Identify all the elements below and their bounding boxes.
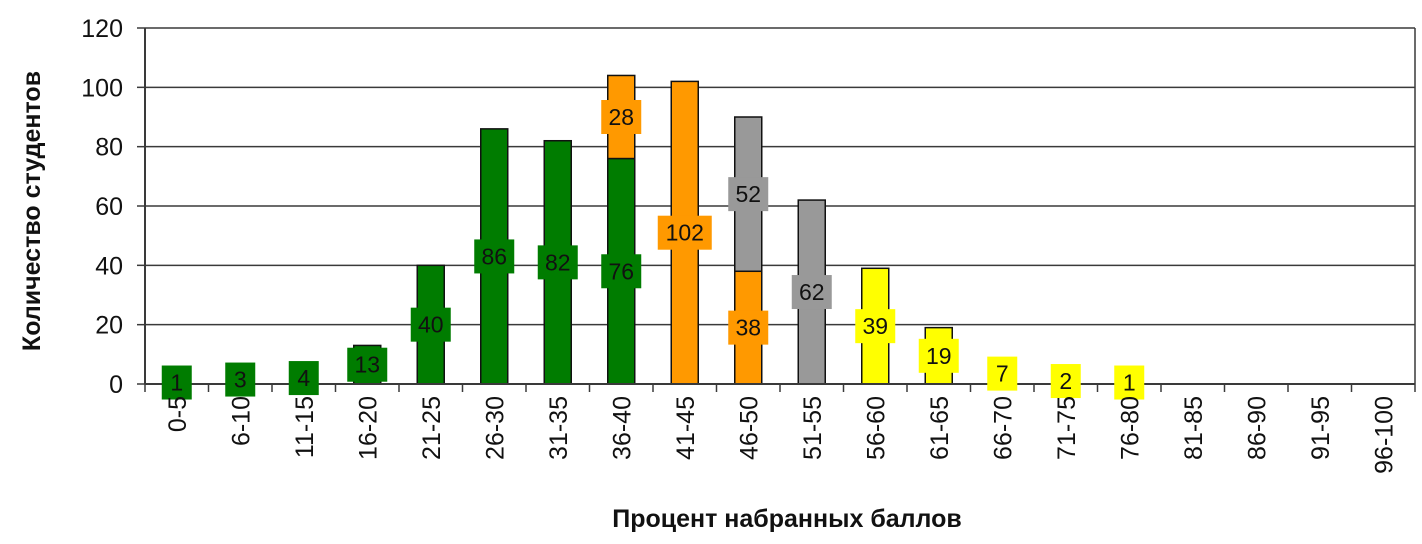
data-label: 86 <box>481 243 507 269</box>
data-label: 19 <box>926 343 952 369</box>
data-label-box <box>161 365 192 400</box>
y-tick-label: 80 <box>95 134 123 162</box>
x-tick-label-0-5: 0-5 <box>164 396 192 432</box>
data-label-box <box>1050 364 1081 399</box>
data-label-box <box>1114 365 1145 400</box>
data-label-box <box>728 177 769 212</box>
x-tick-label-56-60: 56-60 <box>862 396 890 460</box>
y-tick-label: 60 <box>95 193 123 221</box>
y-axis-title: Количество студентов <box>18 71 46 351</box>
x-tick-label-21-25: 21-25 <box>418 396 446 460</box>
x-tick-label-46-50: 46-50 <box>735 396 763 460</box>
data-label-box <box>987 356 1018 391</box>
data-label: 13 <box>354 352 380 378</box>
y-tick-label: 120 <box>81 15 123 43</box>
x-tick-label-41-45: 41-45 <box>672 396 700 460</box>
data-label: 1 <box>1123 370 1136 396</box>
data-label: 62 <box>799 279 825 305</box>
data-label-box <box>474 239 515 274</box>
x-tick-label-71-75: 71-75 <box>1053 396 1081 460</box>
tick-labels: 0 20 40 60 80 100 120 0-5 6-10 11-15 16-20 21-25 26-… <box>81 15 1398 474</box>
data-label: 1 <box>170 370 183 396</box>
x-axis-title: Процент набранных баллов <box>612 505 962 533</box>
x-tick-label-76-80: 76-80 <box>1116 396 1144 460</box>
x-tick-label-51-55: 51-55 <box>799 396 827 460</box>
data-label: 3 <box>234 367 247 393</box>
y-tick-label: 20 <box>95 312 123 340</box>
data-label: 76 <box>608 258 634 284</box>
data-label: 2 <box>1059 368 1072 394</box>
data-label-box <box>601 254 642 289</box>
x-tick-label-96-100: 96-100 <box>1370 396 1398 474</box>
x-tick-label-86-90: 86-90 <box>1243 396 1271 460</box>
data-label-box <box>225 362 256 397</box>
data-label-box <box>918 338 959 373</box>
data-label: 82 <box>545 249 571 275</box>
x-tick-label-91-95: 91-95 <box>1307 396 1335 460</box>
x-tick-label-66-70: 66-70 <box>989 396 1017 460</box>
data-label: 4 <box>297 365 310 391</box>
data-label: 28 <box>608 104 634 130</box>
data-label: 38 <box>735 315 761 341</box>
x-tick-label-11-15: 11-15 <box>291 396 319 458</box>
gridlines <box>145 27 1415 326</box>
data-label-box <box>537 245 578 280</box>
data-label: 102 <box>666 220 704 246</box>
bars <box>162 74 1144 385</box>
axes <box>137 27 1416 392</box>
y-tick-label: 40 <box>95 252 123 280</box>
data-label: 40 <box>418 312 444 338</box>
data-label-box <box>288 361 319 396</box>
x-tick-label-36-40: 36-40 <box>608 396 636 460</box>
x-tick-label-81-85: 81-85 <box>1180 396 1208 460</box>
data-label-box <box>347 347 388 382</box>
x-tick-label-61-65: 61-65 <box>926 396 954 460</box>
x-tick-label-16-20: 16-20 <box>354 396 382 460</box>
data-label: 7 <box>996 361 1009 387</box>
data-label-box <box>791 275 832 310</box>
data-label: 52 <box>735 181 761 207</box>
x-tick-label-6-10: 6-10 <box>227 396 255 446</box>
data-label-box <box>601 100 642 134</box>
data-label-box <box>728 310 769 345</box>
x-tick-label-31-35: 31-35 <box>545 396 573 460</box>
data-label-box <box>855 309 896 344</box>
y-tick-label: 100 <box>81 74 123 102</box>
data-label-box <box>410 307 451 342</box>
data-label: 39 <box>862 313 888 339</box>
data-label-box <box>657 215 712 250</box>
y-tick-label: 0 <box>109 371 123 399</box>
x-tick-label-26-30: 26-30 <box>481 396 509 460</box>
